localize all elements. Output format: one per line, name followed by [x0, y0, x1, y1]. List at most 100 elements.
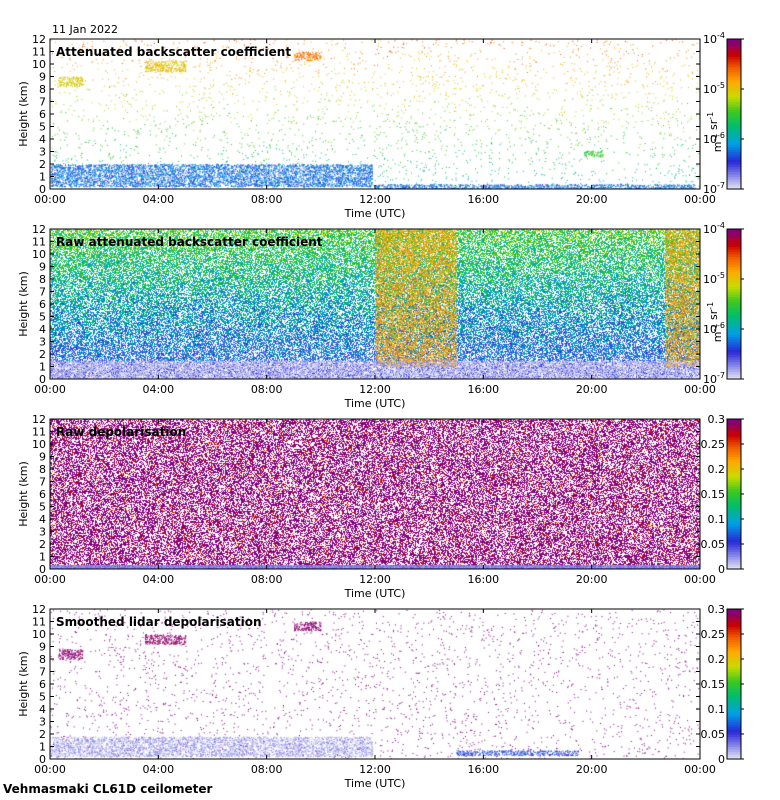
- colorbar-segment: [727, 146, 741, 150]
- colorbar-segment: [727, 84, 741, 88]
- colorbar-segment: [727, 104, 741, 108]
- colorbar-segment: [727, 154, 741, 158]
- colorbar-segment: [727, 631, 741, 635]
- colorbar-segment: [727, 76, 741, 80]
- colorbar-segment: [727, 361, 741, 365]
- panel-title: Raw attenuated backscatter coefficient: [56, 235, 323, 249]
- colorbar-segment: [727, 91, 741, 95]
- colorbar-segment: [727, 339, 741, 343]
- colorbar-segment: [727, 609, 741, 613]
- colorbar-segment: [727, 644, 741, 648]
- y-tick-label: 4: [39, 513, 46, 526]
- y-tick-label: 9: [39, 451, 46, 464]
- colorbar-segment: [727, 546, 741, 550]
- x-tick-label: 20:00: [576, 383, 608, 396]
- colorbar-segment: [727, 86, 741, 90]
- colorbar-segment: [727, 241, 741, 245]
- colorbar-segment: [727, 326, 741, 330]
- colorbar-segment: [727, 119, 741, 123]
- colorbar-segment: [727, 511, 741, 515]
- y-tick-label: 7: [39, 666, 46, 679]
- colorbar-segment: [727, 474, 741, 478]
- colorbar-segment: [727, 534, 741, 538]
- colorbar-segment: [727, 704, 741, 708]
- colorbar-segment: [727, 701, 741, 705]
- colorbar-segment: [727, 499, 741, 503]
- y-tick-label: 11: [32, 426, 46, 439]
- colorbar-segment: [727, 659, 741, 663]
- heatmap-image: [50, 229, 700, 379]
- colorbar-segment: [727, 49, 741, 53]
- colorbar-segment: [727, 454, 741, 458]
- y-tick-label: 7: [39, 286, 46, 299]
- colorbar-segment: [727, 641, 741, 645]
- colorbar-segment: [727, 634, 741, 638]
- y-tick-label: 4: [39, 133, 46, 146]
- colorbar-segment: [727, 359, 741, 363]
- colorbar-segment: [727, 94, 741, 98]
- colorbar-segment: [727, 74, 741, 78]
- x-tick-label: 00:00: [684, 193, 716, 206]
- colorbar-segment: [727, 316, 741, 320]
- colorbar-segment: [727, 266, 741, 270]
- x-tick-label: 16:00: [467, 383, 499, 396]
- colorbar-segment: [727, 646, 741, 650]
- colorbar-segment: [727, 696, 741, 700]
- colorbar-segment: [727, 356, 741, 360]
- y-tick-label: 7: [39, 96, 46, 109]
- colorbar-segment: [727, 136, 741, 140]
- colorbar-segment: [727, 144, 741, 148]
- colorbar-segment: [727, 284, 741, 288]
- colorbar-segment: [727, 426, 741, 430]
- colorbar-segment: [727, 349, 741, 353]
- colorbar-segment: [727, 666, 741, 670]
- colorbar-segment: [727, 151, 741, 155]
- colorbar-segment: [727, 41, 741, 45]
- colorbar-segment: [727, 319, 741, 323]
- colorbar-segment: [727, 39, 741, 43]
- colorbar-segment: [727, 496, 741, 500]
- colorbar-segment: [727, 164, 741, 168]
- y-tick-label: 5: [39, 501, 46, 514]
- colorbar-segment: [727, 456, 741, 460]
- colorbar-segment: [727, 506, 741, 510]
- colorbar-segment: [727, 636, 741, 640]
- colorbar-segment: [727, 181, 741, 185]
- colorbar-segment: [727, 531, 741, 535]
- colorbar-tick-label: 0.25: [701, 438, 726, 451]
- colorbar-segment: [727, 114, 741, 118]
- colorbar-unit-label: m-1 sr-1: [706, 112, 724, 152]
- colorbar-frame: [726, 228, 742, 380]
- y-tick-label: 6: [39, 108, 46, 121]
- colorbar-segment: [727, 299, 741, 303]
- colorbar-segment: [727, 176, 741, 180]
- panel-4: Smoothed lidar depolarisation01234567891…: [17, 603, 744, 790]
- colorbar-segment: [727, 251, 741, 255]
- colorbar-segment: [727, 424, 741, 428]
- colorbar-segment: [727, 69, 741, 73]
- y-tick-label: 8: [39, 463, 46, 476]
- colorbar-segment: [727, 179, 741, 183]
- colorbar-segment: [727, 539, 741, 543]
- colorbar-segment: [727, 541, 741, 545]
- colorbar-segment: [727, 346, 741, 350]
- colorbar-segment: [727, 649, 741, 653]
- y-tick-label: 9: [39, 641, 46, 654]
- colorbar-segment: [727, 269, 741, 273]
- colorbar-tick-label: 10-7: [703, 371, 725, 386]
- y-tick-label: 1: [39, 551, 46, 564]
- colorbar-segment: [727, 544, 741, 548]
- colorbar-segment: [727, 156, 741, 160]
- colorbar-segment: [727, 716, 741, 720]
- colorbar-segment: [727, 484, 741, 488]
- colorbar-segment: [727, 684, 741, 688]
- x-tick-label: 00:00: [34, 193, 66, 206]
- colorbar-tick-label: 0.3: [708, 603, 726, 616]
- y-tick-label: 1: [39, 741, 46, 754]
- colorbar-segment: [727, 444, 741, 448]
- y-tick-label: 6: [39, 298, 46, 311]
- colorbar-segment: [727, 439, 741, 443]
- colorbar-segment: [727, 639, 741, 643]
- colorbar-segment: [727, 244, 741, 248]
